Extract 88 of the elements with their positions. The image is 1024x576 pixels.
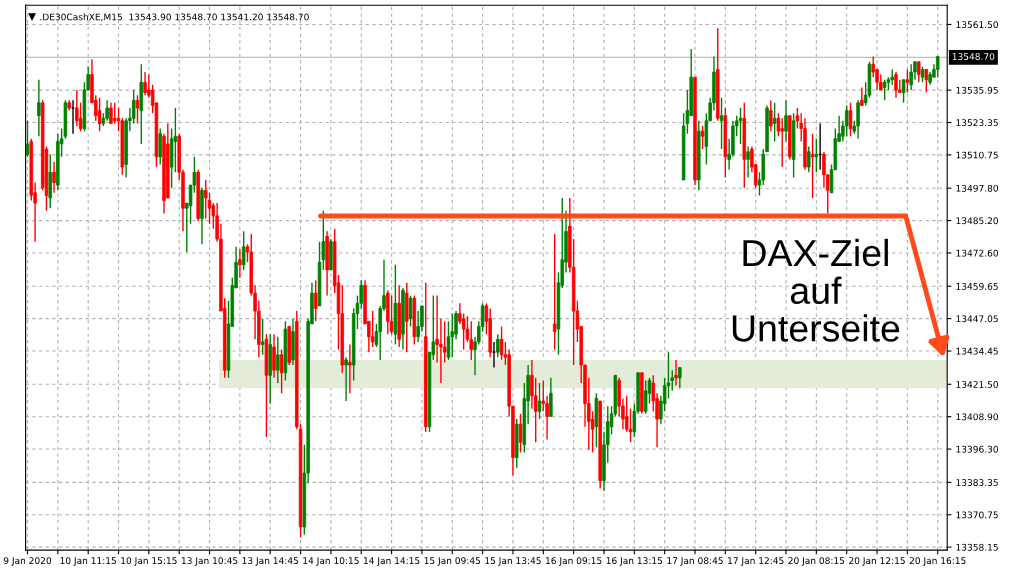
candlestick <box>52 161 56 194</box>
candlestick <box>814 138 819 173</box>
candlestick <box>909 63 913 91</box>
candlestick <box>856 99 860 140</box>
y-tick-label: 13408.90 <box>956 413 999 421</box>
candlestick <box>917 61 921 83</box>
candlestick <box>469 320 473 361</box>
x-tick-label: 15 Jan 09:45 <box>424 557 481 566</box>
y-tick-label: 13497.80 <box>956 184 999 192</box>
candlestick <box>700 125 705 150</box>
x-tick-label: 13 Jan 10:45 <box>181 557 238 566</box>
y-tick-label: 13459.65 <box>956 282 998 290</box>
x-tick-label: 15 Jan 13:45 <box>485 557 541 566</box>
candlestick <box>260 318 265 356</box>
candlestick <box>549 377 553 418</box>
candlestick <box>807 145 811 173</box>
x-tick-label: 10 Jan 11:15 <box>60 557 116 566</box>
candlestick <box>905 68 910 94</box>
candlestick <box>499 325 504 361</box>
candlestick <box>776 112 781 137</box>
candlestick <box>75 89 79 127</box>
candlestick <box>109 102 113 125</box>
candlestick <box>344 356 348 402</box>
x-tick-label: 17 Jan 12:45 <box>728 557 784 566</box>
candlestick <box>135 94 140 125</box>
y-tick-label: 13383.35 <box>956 479 998 486</box>
candlestick <box>894 71 898 99</box>
candlestick <box>822 150 826 189</box>
candlestick <box>112 102 117 125</box>
y-tick-label: 13523.35 <box>956 119 998 127</box>
x-tick-label: 20 Jan 12:15 <box>849 557 905 566</box>
candlestick <box>518 413 523 454</box>
x-tick-label: 14 Jan 14:15 <box>364 557 420 566</box>
candlestick <box>719 97 724 150</box>
y-tick-label: 13447.05 <box>956 315 998 323</box>
x-tick-label: 9 Jan 2020 <box>3 557 52 566</box>
x-tick-label: 16 Jan 13:15 <box>606 557 663 566</box>
candlestick <box>97 97 102 132</box>
text: .DE30CashXE,M15 13543.90 13548.70 13541.20 13548.70 <box>40 13 309 22</box>
x-tick-label: 16 Jan 09:15 <box>546 557 602 566</box>
y-tick-label: 13485.20 <box>956 217 999 225</box>
candlestick <box>143 71 147 96</box>
annotation: DAX-Ziel auf Unterseite <box>732 238 900 342</box>
candlestick <box>882 79 887 101</box>
candlestick <box>537 382 542 420</box>
x-tick-label: 20 Jan 16:15 <box>909 557 966 566</box>
candlestick <box>276 336 280 384</box>
candlestick <box>643 379 648 415</box>
x-tick-label: 14 Jan 10:15 <box>303 557 359 566</box>
candlestick <box>674 359 678 387</box>
candlestick <box>105 99 109 122</box>
candlestick <box>207 192 212 225</box>
candlestick <box>37 79 41 137</box>
candlestick <box>772 102 777 143</box>
candlestick <box>784 99 788 143</box>
y-tick-label: 13434.45 <box>956 347 998 355</box>
x-tick-label: 20 Jan 08:15 <box>788 557 845 566</box>
candlestick <box>272 333 276 379</box>
candlestick <box>204 179 208 220</box>
candlestick <box>769 99 773 132</box>
x-tick-label: 17 Jan 08:45 <box>667 557 723 566</box>
candlestick <box>552 233 557 351</box>
candlestick <box>860 86 864 107</box>
y-tick-label: 13358.15 <box>956 543 998 551</box>
candlestick <box>25 120 30 158</box>
candlestick <box>238 248 242 279</box>
candlestick <box>348 343 352 394</box>
y-tick-label: 13421.50 <box>956 381 999 388</box>
candlestick <box>71 99 75 135</box>
y-tick-label: 13535.95 <box>956 86 998 94</box>
y-tick-label: 13510.75 <box>956 151 998 159</box>
y-tick-label: 13396.30 <box>956 445 999 453</box>
x-tick-label: 10 Jan 15:15 <box>121 557 177 566</box>
candlestick <box>450 312 455 359</box>
candlestick <box>241 230 246 271</box>
candlestick <box>678 366 682 389</box>
y-tick-label: 13370.75 <box>956 511 998 519</box>
candlestick <box>446 320 451 361</box>
candlestick <box>780 117 784 168</box>
candlestick <box>496 333 500 359</box>
x-tick-label: 13 Jan 14:45 <box>242 557 299 566</box>
candlestick <box>844 104 849 137</box>
y-tick-label: 13472.60 <box>956 249 999 257</box>
candlestick <box>746 145 750 179</box>
candlestick <box>158 127 162 166</box>
candlestick <box>370 310 375 348</box>
ref-line-label: 13548.70 <box>952 53 995 60</box>
y-tick-label: 13561.50 <box>956 21 999 29</box>
